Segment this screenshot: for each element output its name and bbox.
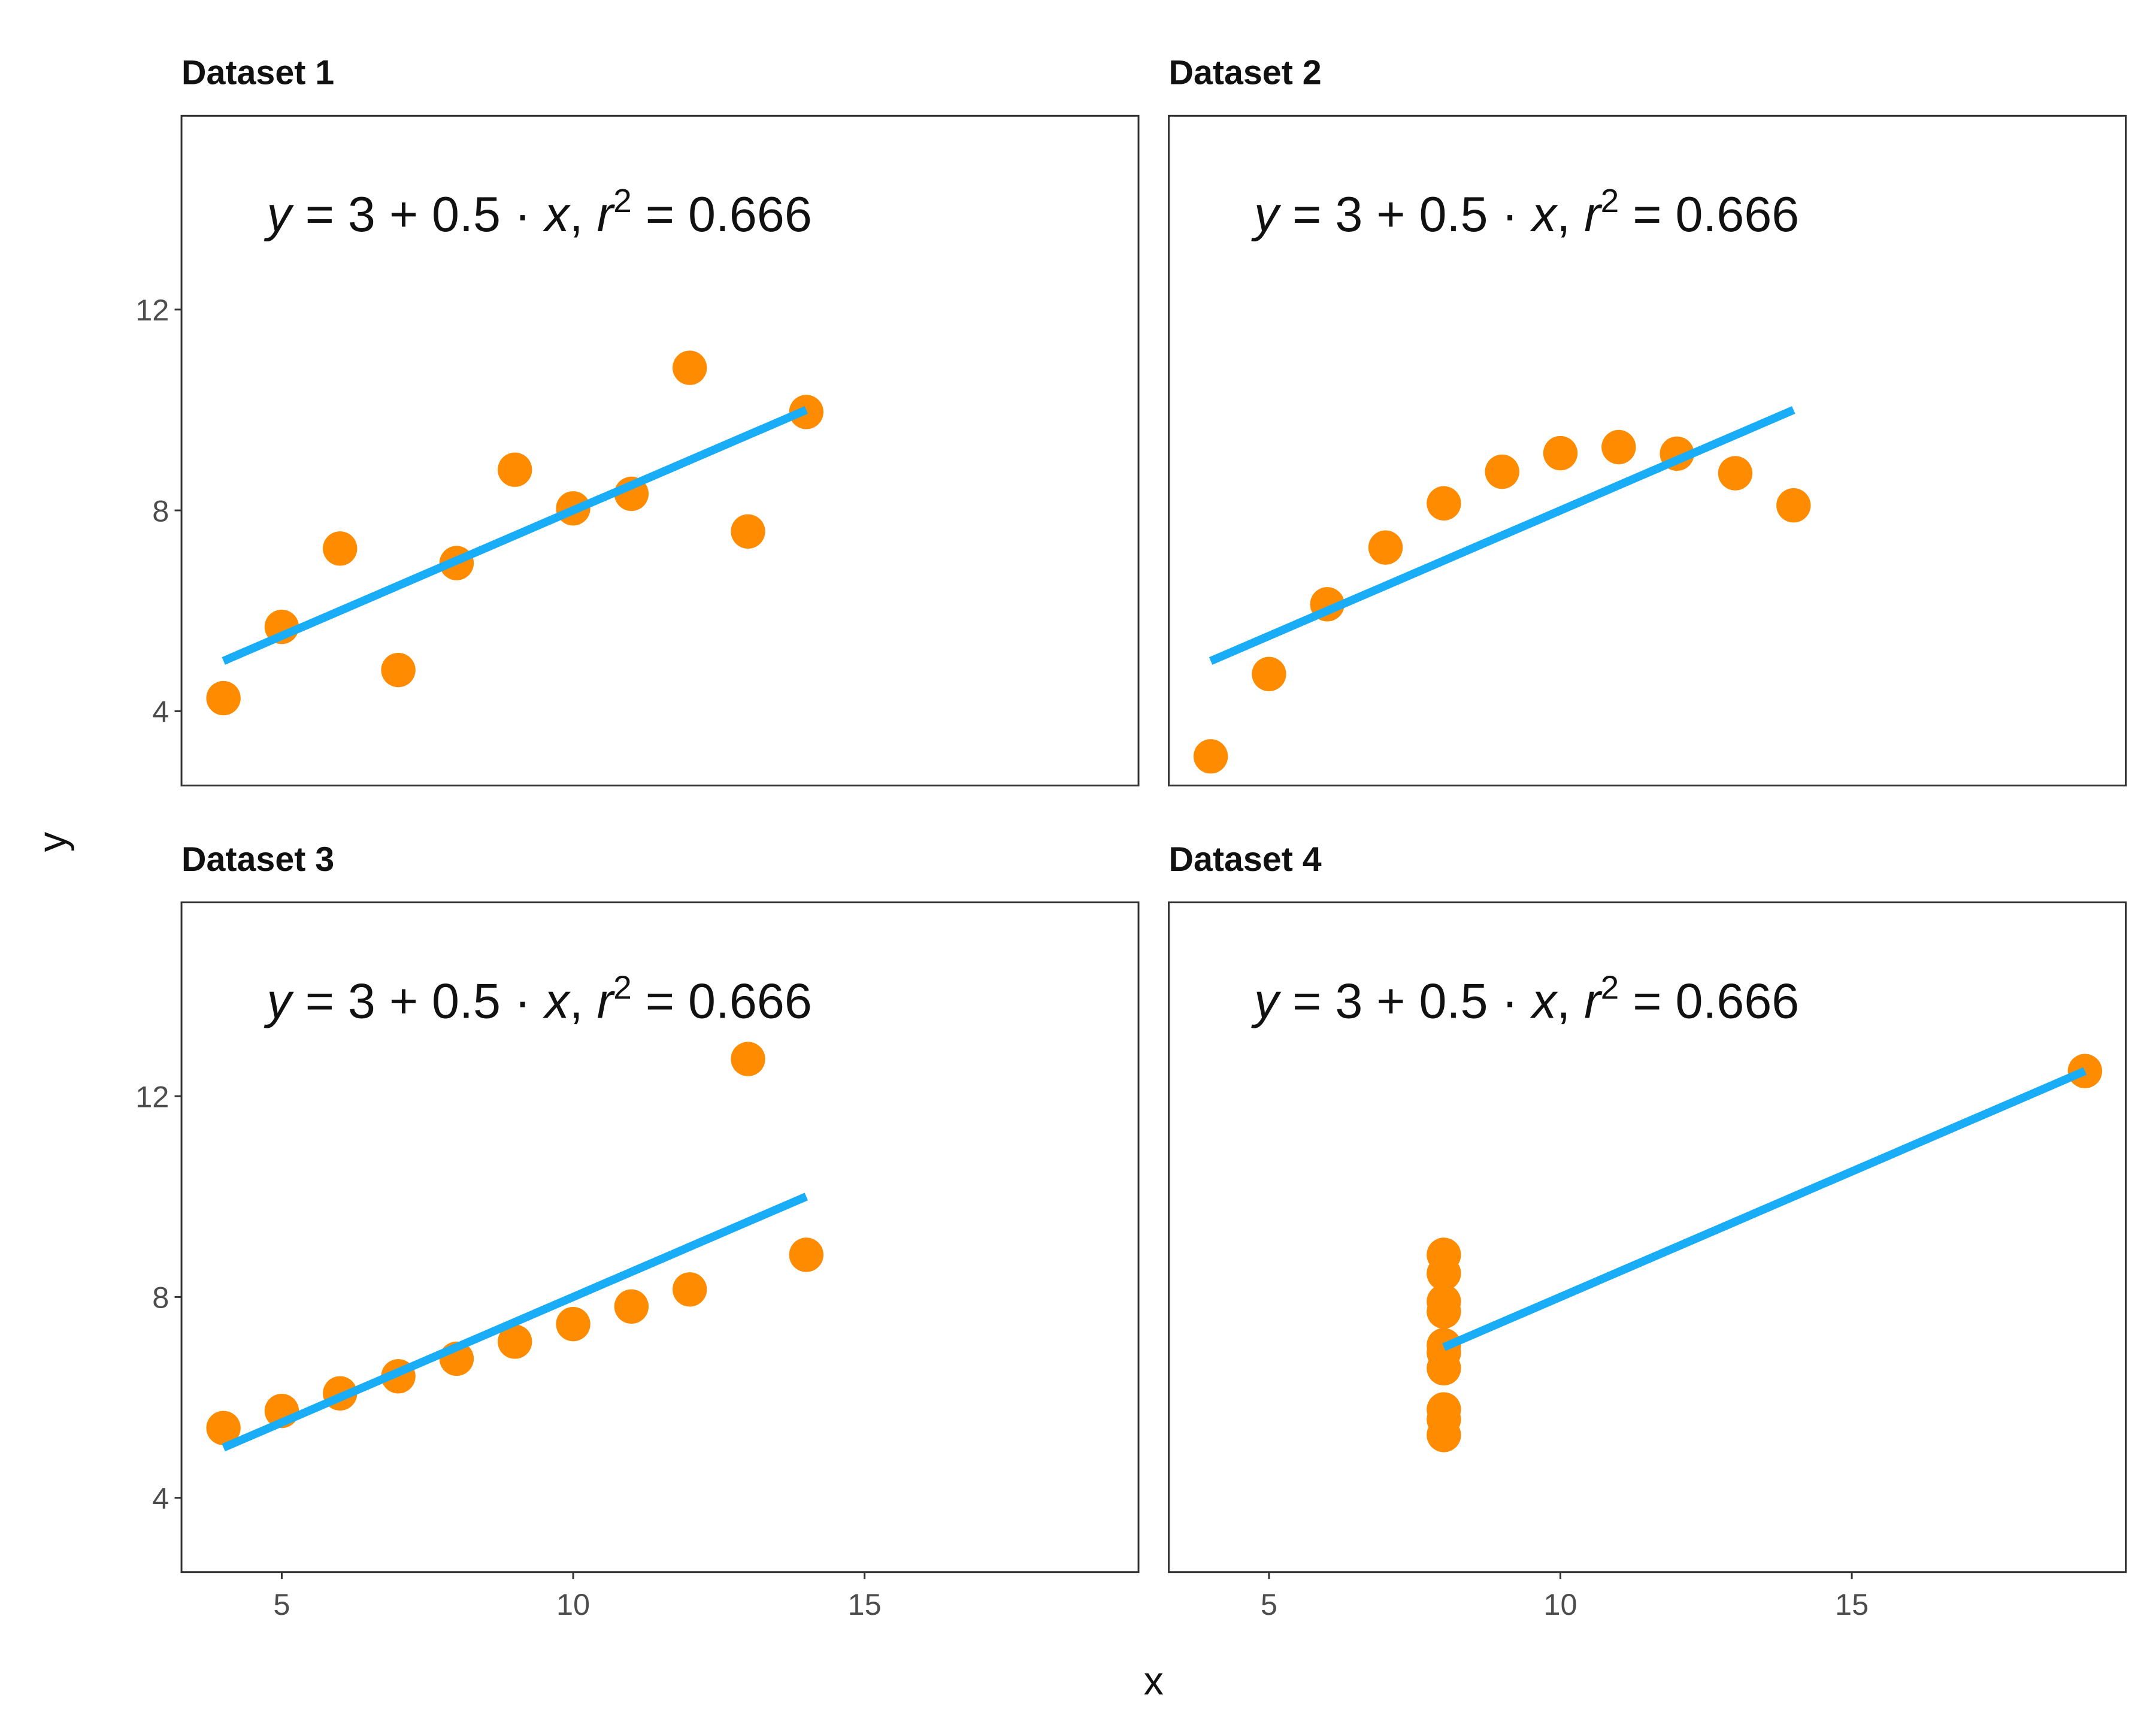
panel-border [180, 114, 1140, 786]
data-point [1427, 1256, 1461, 1291]
data-point [206, 680, 241, 716]
x-tick-label: 5 [1261, 1587, 1277, 1621]
regression-line [222, 406, 808, 665]
equation-part: = 0.666 [1619, 186, 1799, 242]
data-point [1427, 1284, 1461, 1319]
panel-border [1168, 901, 2127, 1573]
equation-part: = 3 + 0.5 · [292, 186, 545, 242]
data-point [1776, 488, 1811, 523]
equation-part: = 3 + 0.5 · [1279, 186, 1532, 242]
data-point [498, 452, 532, 487]
x-tick-label: 10 [1543, 1587, 1577, 1621]
regression-equation: y = 3 + 0.5 · x, r2 = 0.666 [1251, 182, 1799, 242]
equation-part: = 0.666 [1619, 973, 1799, 1028]
x-tick-label: 15 [1835, 1587, 1869, 1621]
equation-part: y [264, 186, 294, 242]
data-point [731, 514, 765, 549]
panel-title: Dataset 4 [1169, 840, 1322, 879]
equation-part: r [597, 186, 616, 242]
x-tick-label: 10 [556, 1587, 590, 1621]
equation-part: = 0.666 [632, 973, 812, 1028]
data-point [1427, 1402, 1461, 1437]
data-point [1193, 739, 1228, 774]
y-tick-label: 4 [152, 1481, 169, 1515]
panel-title: Dataset 2 [1169, 54, 1322, 92]
equation-superscript: 2 [613, 969, 632, 1006]
data-point [672, 1272, 707, 1307]
regression-equation: y = 3 + 0.5 · x, r2 = 0.666 [264, 182, 811, 242]
y-axis-label: y [31, 831, 75, 852]
data-point [1368, 530, 1403, 565]
data-point [323, 531, 358, 566]
x-tick-label: 15 [848, 1587, 882, 1621]
data-point [1543, 435, 1578, 471]
panel-border [180, 901, 1140, 1573]
data-point [498, 1324, 532, 1359]
regression-equation: y = 3 + 0.5 · x, r2 = 0.666 [1251, 969, 1799, 1028]
panel-border [1168, 114, 2127, 786]
data-point [672, 350, 707, 385]
equation-part: y [1251, 186, 1282, 242]
y-tick-label: 8 [152, 494, 169, 528]
equation-superscript: 2 [613, 182, 632, 219]
panel-4: Dataset 4 5 10 15 y = 3 + 0.5 · x, r2 = 0.66… [1168, 840, 2127, 1621]
data-point [1485, 454, 1519, 489]
equation-part: , [1557, 186, 1584, 242]
x-axis-label: x [1144, 1659, 1164, 1703]
panel-1: Dataset 1 4 8 12 y = 3 + 0.5 · x, r2 = 0.666 [135, 54, 1140, 786]
data-point [1427, 486, 1461, 521]
equation-part: x [542, 973, 571, 1028]
equation-part: r [597, 973, 616, 1028]
equation-part: r [1584, 186, 1603, 242]
equation-part: x [542, 186, 571, 242]
data-point [1718, 456, 1753, 491]
equation-part: r [1584, 973, 1603, 1028]
x-tick-label: 5 [273, 1587, 290, 1621]
y-tick-label: 12 [135, 1079, 169, 1113]
y-tick-label: 12 [135, 293, 169, 327]
equation-superscript: 2 [1601, 182, 1619, 219]
regression-line [1442, 1067, 2087, 1351]
regression-line [222, 1193, 808, 1452]
equation-part: y [264, 973, 294, 1028]
panel-3: Dataset 3 4 8 12 5 10 15 y = 3 + 0.5 · x, r2 = … [135, 840, 1140, 1621]
equation-part: , [570, 973, 597, 1028]
panel-title: Dataset 3 [181, 840, 334, 879]
data-point [1601, 429, 1636, 465]
regression-equation: y = 3 + 0.5 · x, r2 = 0.666 [264, 969, 811, 1028]
equation-part: , [1557, 973, 1584, 1028]
data-point [556, 1306, 591, 1342]
equation-part: = 3 + 0.5 · [292, 973, 545, 1028]
equation-part: , [570, 186, 597, 242]
equation-part: = 0.666 [632, 186, 812, 242]
data-point [789, 1237, 824, 1272]
equation-superscript: 2 [1601, 969, 1619, 1006]
panel-2: Dataset 2 y = 3 + 0.5 · x, r2 = 0.666 [1168, 54, 2127, 786]
data-point [381, 652, 416, 688]
y-tick-label: 8 [152, 1281, 169, 1315]
y-tick-label: 4 [152, 695, 169, 729]
equation-part: x [1530, 973, 1558, 1028]
regression-line [1209, 406, 1795, 665]
data-point [731, 1042, 765, 1076]
panel-title: Dataset 1 [181, 54, 334, 92]
equation-part: y [1251, 973, 1282, 1028]
data-point [206, 1411, 241, 1445]
equation-part: = 3 + 0.5 · [1279, 973, 1532, 1028]
data-point [614, 1289, 649, 1324]
data-point [1252, 656, 1286, 692]
equation-part: x [1530, 186, 1558, 242]
